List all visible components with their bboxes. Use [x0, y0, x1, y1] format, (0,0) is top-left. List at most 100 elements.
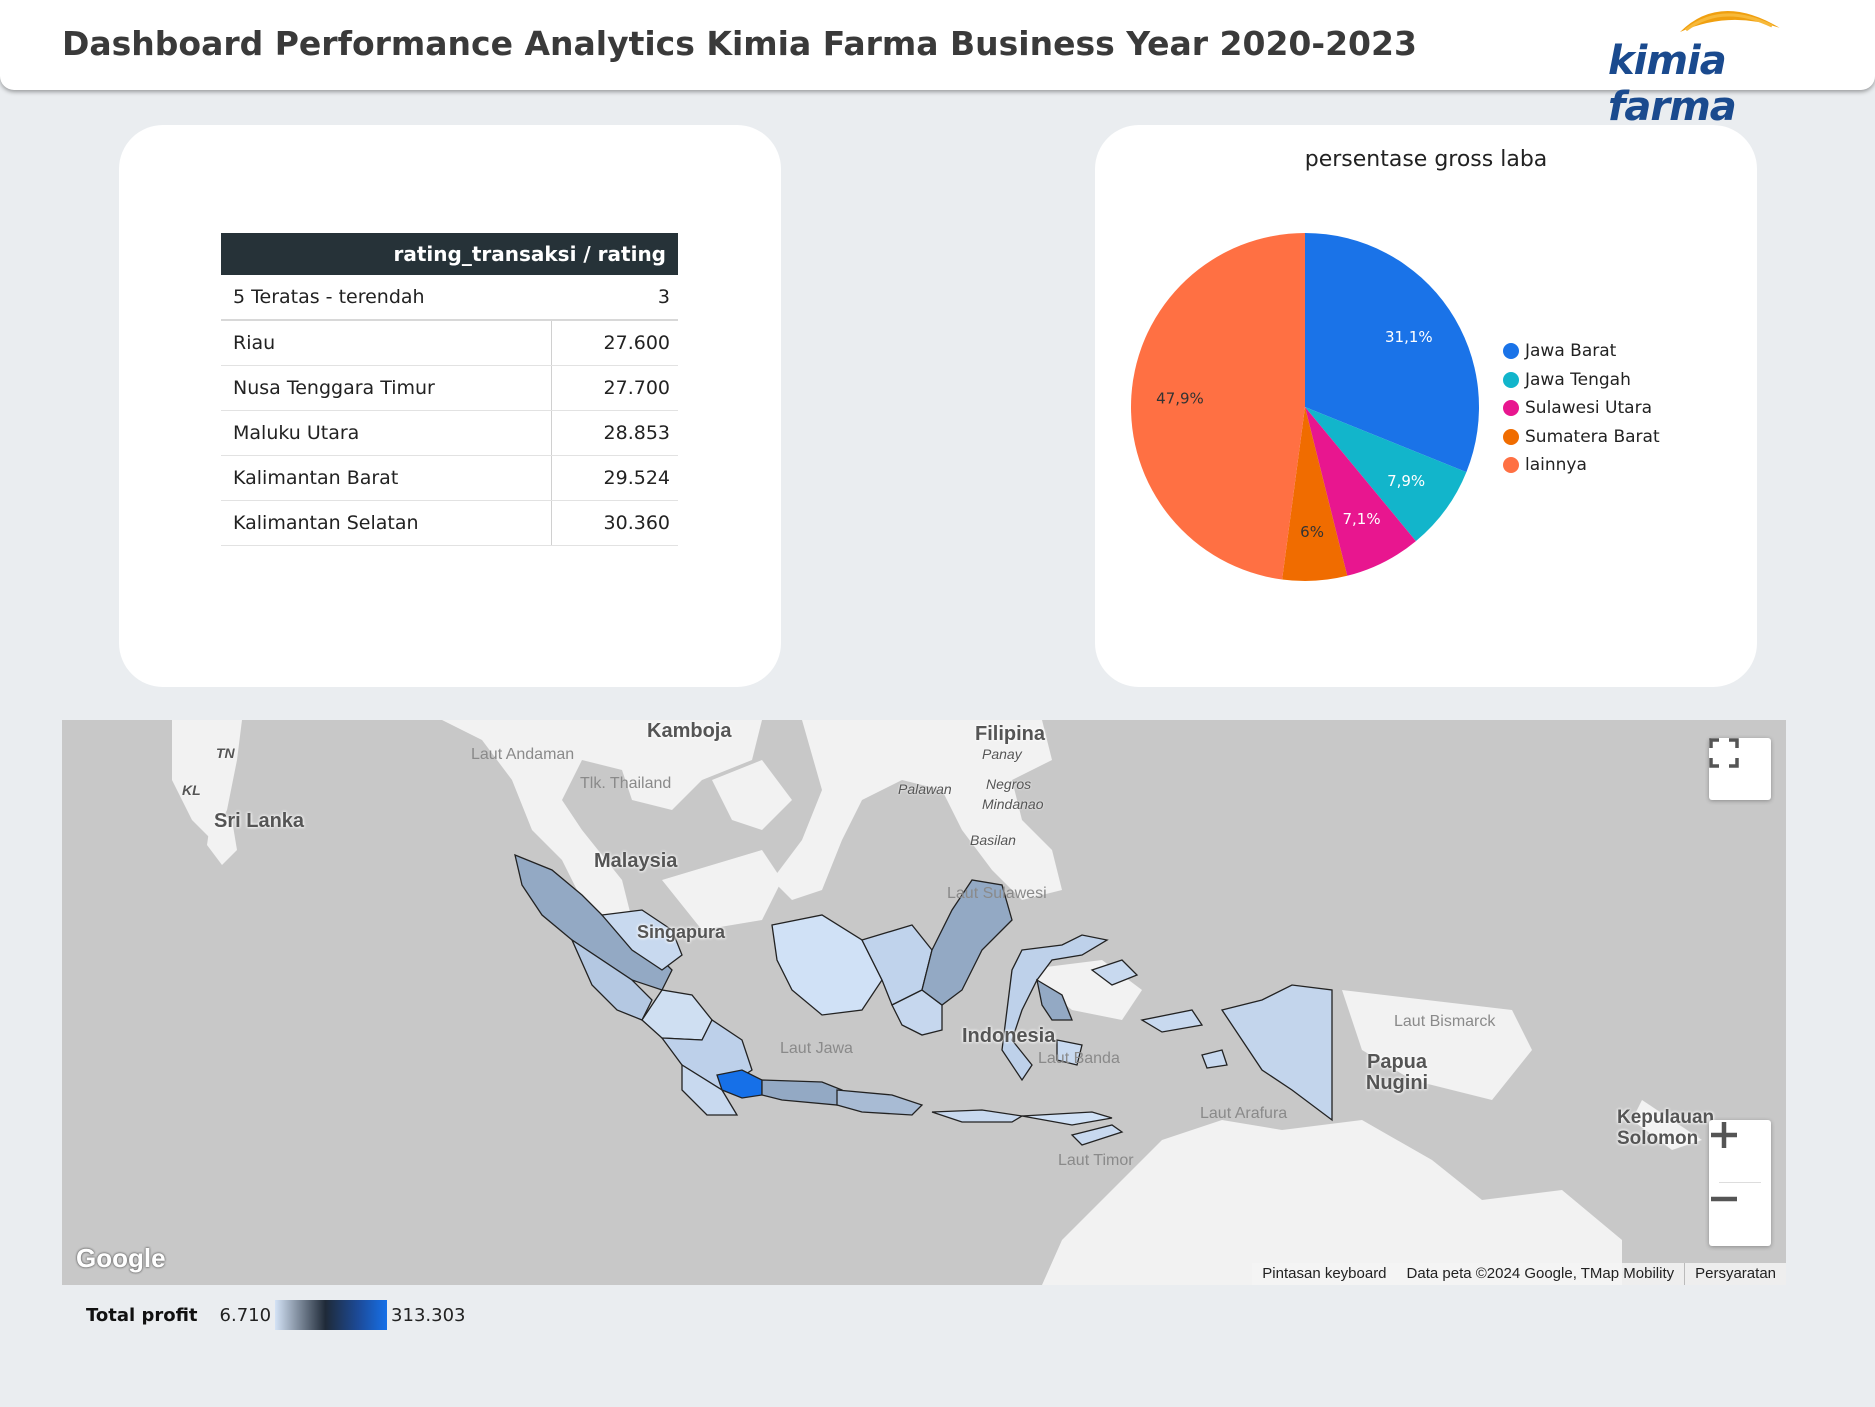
profit-scale-legend: Total profit 6.710 313.303: [86, 1298, 465, 1332]
pie-slice-jawa-tengah[interactable]: [1305, 407, 1467, 542]
zoom-out-button[interactable]: [1709, 1184, 1771, 1246]
google-logo[interactable]: Google: [76, 1243, 166, 1273]
province-sulteng[interactable]: [1036, 978, 1073, 1021]
table-row: Nusa Tenggara Timur 27.700: [221, 365, 678, 411]
map-label-mindanao: Mindanao: [982, 796, 1044, 812]
scale-min: 6.710: [219, 1304, 272, 1326]
map-label-laut-jawa: Laut Jawa: [780, 1040, 853, 1057]
rating-cell: 29.524: [551, 455, 678, 501]
province-lampung[interactable]: [681, 1063, 739, 1116]
legend-dot-icon: [1503, 428, 1519, 445]
rating-cell: 27.700: [551, 365, 678, 411]
terms-link[interactable]: Persyaratan: [1684, 1263, 1786, 1285]
map-label-basilan: Basilan: [970, 832, 1016, 848]
province-malut[interactable]: [1090, 959, 1139, 986]
land-base: [172, 720, 1702, 1285]
table-row: Maluku Utara 28.853: [221, 410, 678, 456]
province-jawa-tengah[interactable]: [761, 1079, 843, 1106]
legend-item[interactable]: Sulawesi Utara: [1503, 394, 1660, 423]
map-label-laut-banda: Laut Banda: [1038, 1050, 1120, 1067]
fullscreen-icon: [1709, 738, 1739, 768]
map-label-laut-andaman: Laut Andaman: [471, 746, 575, 763]
header-bar: Dashboard Performance Analytics Kimia Fa…: [0, 0, 1875, 130]
map-label-singapura: Singapura: [637, 922, 726, 942]
pie-slice-lainnya[interactable]: [1131, 233, 1305, 580]
rating-column-header[interactable]: rating_transaksi / rating: [221, 233, 678, 275]
keyboard-shortcuts-link[interactable]: Pintasan keyboard: [1262, 1265, 1387, 1282]
legend-dot-icon: [1503, 400, 1519, 417]
logo-arc-icon: [1680, 10, 1780, 32]
legend-label: Jawa Barat: [1525, 341, 1617, 362]
map-canvas[interactable]: [62, 720, 1786, 1285]
pie-data-label: 7,9%: [1387, 472, 1425, 490]
province-papua[interactable]: [1220, 984, 1333, 1122]
province-sumbar[interactable]: [570, 938, 653, 1021]
rating-table: rating_transaksi / rating 5 Teratas - te…: [221, 233, 678, 546]
province-cell: Riau: [221, 320, 552, 366]
province-cell: Kalimantan Selatan: [221, 500, 552, 546]
pie-chart[interactable]: 31,1% 7,9% 7,1% 6% 47,9%: [1095, 125, 1757, 687]
province-sulawesi[interactable]: [1001, 934, 1109, 1082]
province-riau[interactable]: [600, 909, 683, 971]
legend-item[interactable]: Jawa Barat: [1503, 337, 1660, 366]
rating-cell: 28.853: [551, 410, 678, 456]
scale-max: 313.303: [391, 1304, 466, 1326]
pie-data-label: 6%: [1300, 523, 1324, 541]
indonesia-provinces: [514, 853, 1333, 1146]
zoom-in-button[interactable]: [1709, 1120, 1771, 1182]
legend-label: lainnya: [1525, 455, 1587, 476]
legend-item[interactable]: lainnya: [1503, 451, 1660, 480]
province-sultra[interactable]: [1056, 1039, 1083, 1066]
pie-slice-jawa-barat[interactable]: [1305, 233, 1479, 473]
pie-slice-sulawesi-utara[interactable]: [1305, 407, 1416, 576]
summary-label: 5 Teratas - terendah: [221, 275, 552, 321]
map-label-kl: KL: [182, 782, 201, 798]
map-label-tn: TN: [216, 745, 235, 761]
legend-item[interactable]: Jawa Tengah: [1503, 366, 1660, 395]
province-kaltim[interactable]: [921, 879, 1013, 1006]
province-timor[interactable]: [1070, 1124, 1124, 1146]
pie-data-label: 7,1%: [1342, 510, 1380, 528]
map-label-indonesia: Indonesia: [962, 1025, 1056, 1047]
province-jambi[interactable]: [641, 989, 713, 1041]
fullscreen-button[interactable]: [1709, 738, 1771, 800]
map-label-papua-nugini: Papua Nugini: [1365, 1051, 1429, 1094]
legend-label: Sumatera Barat: [1525, 426, 1660, 447]
map-label-kamboja: Kamboja: [647, 720, 732, 742]
map-label-negros: Negros: [986, 776, 1032, 792]
province-cell: Kalimantan Barat: [221, 455, 552, 501]
minus-icon: [1711, 1196, 1737, 1202]
rating-cell: 27.600: [551, 320, 678, 366]
logo-text: kimia farma: [1608, 38, 1737, 130]
map-label-tlk-thailand: Tlk. Thailand: [580, 775, 672, 792]
page-title: Dashboard Performance Analytics Kimia Fa…: [62, 24, 1417, 63]
rating-table-card: rating_transaksi / rating 5 Teratas - te…: [119, 125, 781, 687]
map-label-laut-arafura: Laut Arafura: [1200, 1105, 1288, 1122]
province-cell: Nusa Tenggara Timur: [221, 365, 552, 411]
zoom-control: [1709, 1120, 1771, 1246]
province-jawa-timur[interactable]: [836, 1089, 924, 1116]
province-ntb[interactable]: [931, 1109, 1024, 1123]
province-kalbar[interactable]: [771, 914, 883, 1016]
province-ntt[interactable]: [1021, 1111, 1113, 1126]
province-cell: Maluku Utara: [221, 410, 552, 456]
pie-slice-sumatera-barat[interactable]: [1282, 407, 1348, 581]
province-aceh-sumut[interactable]: [514, 853, 673, 991]
legend-dot-icon: [1503, 371, 1519, 388]
map-label-kepulauan-solomon: Kepulauan Solomon: [1617, 1107, 1715, 1149]
map-label-panay: Panay: [982, 746, 1022, 762]
table-row: Kalimantan Barat 29.524: [221, 455, 678, 501]
table-row: Riau 27.600: [221, 320, 678, 366]
table-row: Kalimantan Selatan 30.360: [221, 500, 678, 546]
legend-dot-icon: [1503, 343, 1519, 360]
legend-dot-icon: [1503, 457, 1519, 474]
map-label-filipina: Filipina: [975, 723, 1045, 745]
pie-chart-card: persentase gross laba 31,1% 7,9% 7,1% 6% 47,…: [1095, 125, 1757, 687]
rating-cell: 30.360: [551, 500, 678, 546]
province-maluku[interactable]: [1140, 1009, 1204, 1033]
legend-item[interactable]: Sumatera Barat: [1503, 423, 1660, 452]
zoom-divider: [1719, 1182, 1761, 1183]
province-maluku-tenggara[interactable]: [1201, 1049, 1228, 1069]
choropleth-map[interactable]: Kamboja Filipina Panay Palawan Negros Mi…: [62, 720, 1786, 1285]
pie-data-label: 47,9%: [1156, 390, 1204, 408]
